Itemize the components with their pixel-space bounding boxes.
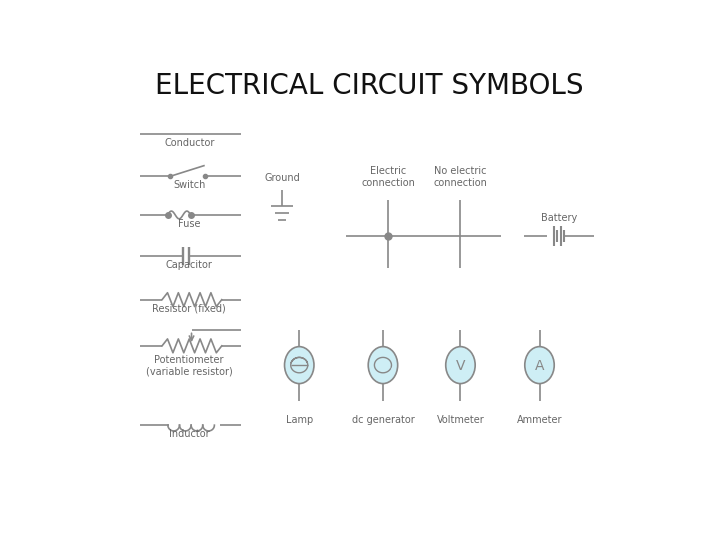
Ellipse shape — [525, 347, 554, 383]
Text: ELECTRICAL CIRCUIT SYMBOLS: ELECTRICAL CIRCUIT SYMBOLS — [155, 72, 583, 100]
Text: dc generator: dc generator — [351, 415, 414, 425]
Text: A: A — [535, 359, 544, 373]
Ellipse shape — [368, 347, 397, 383]
Text: Switch: Switch — [173, 180, 205, 190]
Text: V: V — [456, 359, 465, 373]
Text: Lamp: Lamp — [286, 415, 313, 425]
Ellipse shape — [284, 347, 314, 383]
Text: No electric
connection: No electric connection — [433, 166, 487, 188]
Text: Potentiometer
(variable resistor): Potentiometer (variable resistor) — [146, 355, 233, 377]
Text: Ground: Ground — [264, 173, 300, 183]
Text: Battery: Battery — [541, 213, 577, 222]
Text: Inductor: Inductor — [169, 429, 210, 439]
Text: Ammeter: Ammeter — [517, 415, 562, 425]
Text: Fuse: Fuse — [178, 219, 200, 229]
Text: Voltmeter: Voltmeter — [436, 415, 485, 425]
Ellipse shape — [446, 347, 475, 383]
Text: Conductor: Conductor — [164, 138, 215, 148]
Text: Capacitor: Capacitor — [166, 260, 212, 269]
Text: Electric
connection: Electric connection — [361, 166, 415, 188]
Text: Resistor (fixed): Resistor (fixed) — [153, 303, 226, 314]
